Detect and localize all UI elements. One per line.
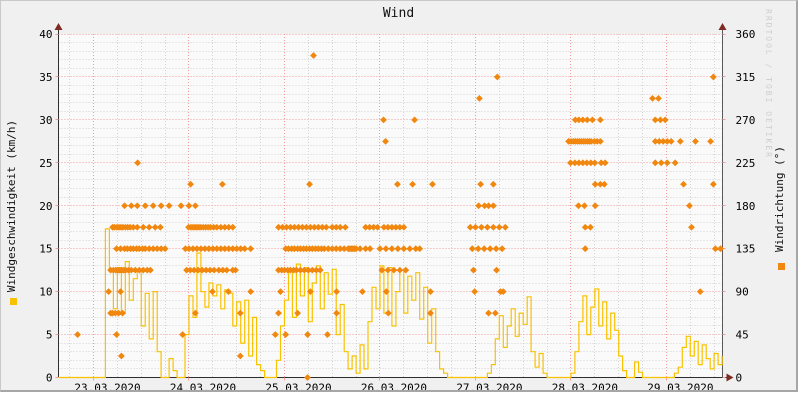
y-right-tick-label: 270 bbox=[736, 114, 756, 127]
y-right-tick-label: 0 bbox=[736, 372, 743, 385]
x-axis-date-label: 28.03.2020 bbox=[552, 382, 618, 391]
y-left-tick-label: 10 bbox=[39, 286, 52, 299]
y-left-tick-label: 15 bbox=[39, 243, 52, 256]
y-left-tick-label: 25 bbox=[39, 157, 52, 170]
y-right-tick-label: 315 bbox=[736, 71, 756, 84]
x-axis-date-label: 29.03.2020 bbox=[647, 382, 713, 391]
graph-frame: 0 5 10 15 20 25 30 35 40 0 45 90 135 180 225 270 315 360 2… bbox=[0, 0, 798, 392]
y-right-tick-label: 180 bbox=[736, 200, 756, 213]
y-left-tick-label: 0 bbox=[46, 372, 53, 385]
y-axis-label-right: Windrichtung (°) bbox=[773, 146, 786, 252]
plot-area: 0 5 10 15 20 25 30 35 40 0 45 90 135 180 225 270 315 360 2… bbox=[39, 23, 756, 391]
y-left-tick-label: 40 bbox=[39, 28, 52, 41]
speed-legend-swatch bbox=[10, 298, 17, 305]
y-right-axis-arrow bbox=[718, 23, 727, 30]
y-left-tick-label: 20 bbox=[39, 200, 52, 213]
y-left-tick-label: 5 bbox=[46, 329, 53, 342]
watermark: RRDTOOL / TOBI OETIKER bbox=[764, 9, 773, 159]
y-right-tick-label: 45 bbox=[736, 329, 749, 342]
y-left-tick-label: 30 bbox=[39, 114, 52, 127]
y-right-tick-label: 360 bbox=[736, 28, 756, 41]
y-left-tick-label: 35 bbox=[39, 71, 52, 84]
y-right-tick-label: 90 bbox=[736, 286, 749, 299]
y-right-tick-label: 225 bbox=[736, 157, 756, 170]
x-axis-date-label: 26.03.2020 bbox=[361, 382, 427, 391]
x-axis-date-label: 23.03.2020 bbox=[74, 382, 140, 391]
chart-title: Wind bbox=[382, 6, 415, 21]
x-axis-date-label: 25.03.2020 bbox=[265, 382, 331, 391]
x-axis-date-label: 24.03.2020 bbox=[170, 382, 236, 391]
y-axis-label-left: Windgeschwindigkeit (km/h) bbox=[5, 119, 18, 293]
x-axis-arrow bbox=[726, 373, 734, 382]
x-axis-date-label: 27.03.2020 bbox=[456, 382, 522, 391]
y-left-axis-arrow bbox=[54, 23, 63, 30]
direction-legend-swatch bbox=[778, 263, 785, 270]
y-right-tick-label: 135 bbox=[736, 243, 756, 256]
wind-speed-line bbox=[58, 228, 723, 379]
